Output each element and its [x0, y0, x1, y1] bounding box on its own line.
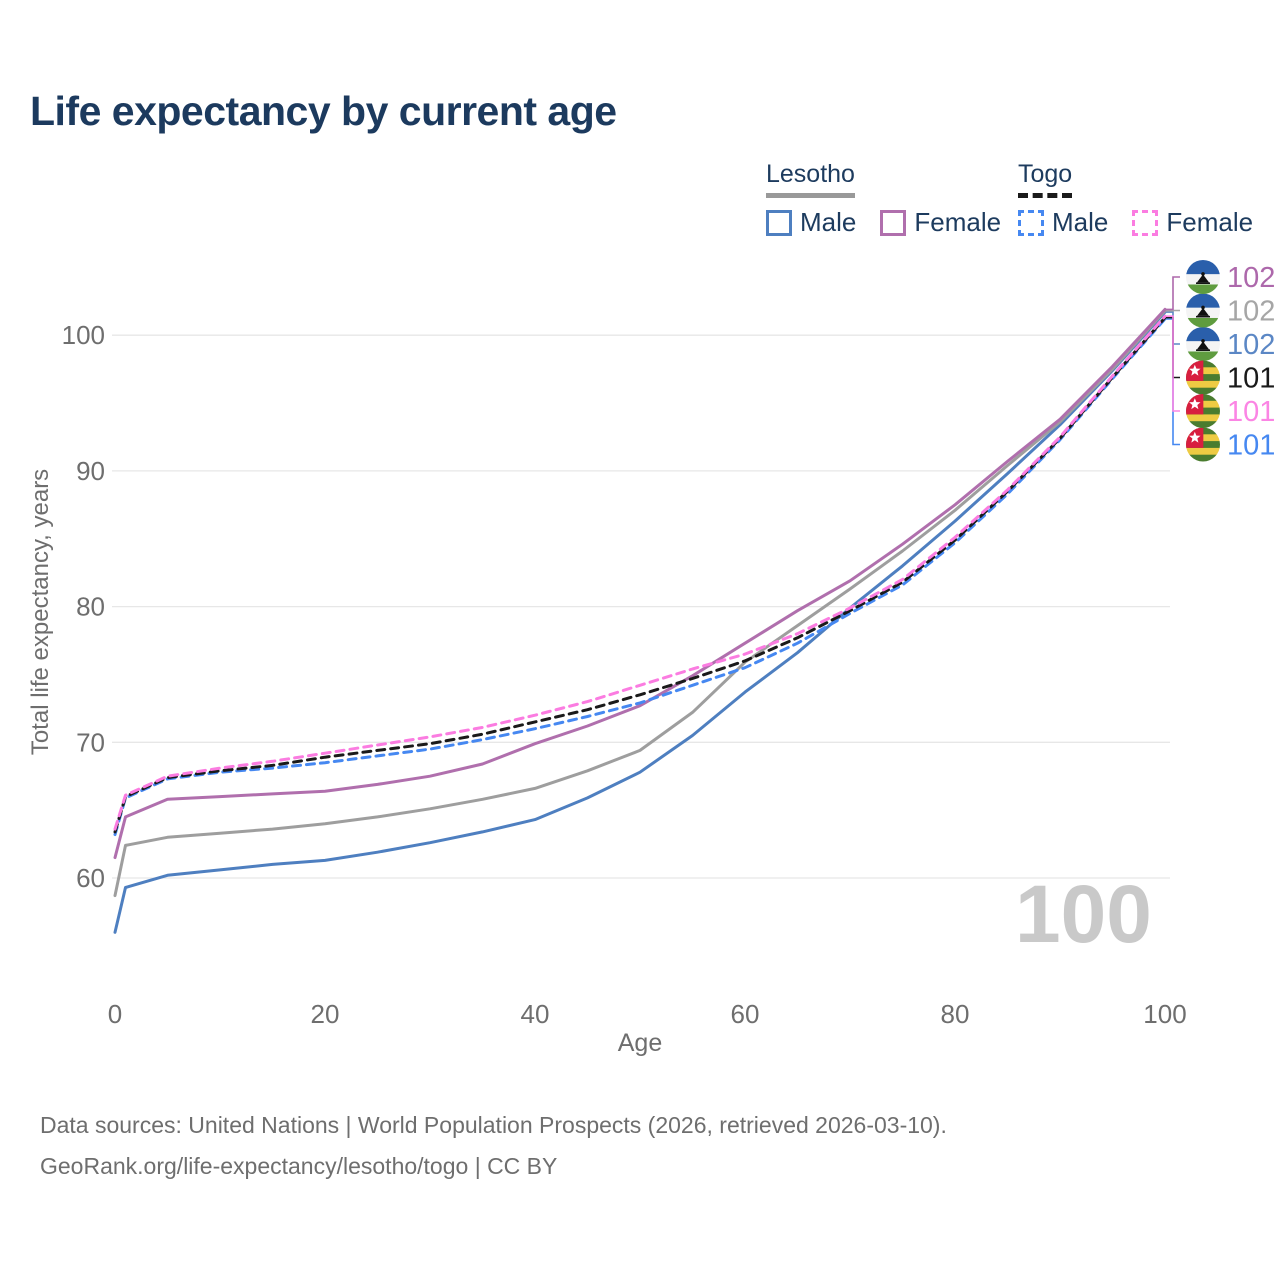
page-title: Life expectancy by current age [30, 88, 617, 134]
end-value-label-lesotho-female: 102 [1227, 262, 1275, 294]
togo-male-swatch-icon [1018, 209, 1044, 236]
legend-group-lesotho: Lesotho Male Female [766, 160, 1001, 238]
x-tick-label: 40 [521, 999, 550, 1029]
lesotho-male-swatch-icon [766, 209, 792, 236]
end-value-label-togo-both: 101 [1227, 363, 1275, 395]
y-tick-label: 70 [76, 727, 105, 757]
series-line-lesotho-female [113, 307, 1167, 860]
series-lines [113, 307, 1167, 934]
x-tick-label: 60 [731, 999, 760, 1029]
series-line-lesotho-both [113, 309, 1167, 898]
lesotho-flag-icon [1186, 327, 1220, 361]
legend-label: Female [1166, 207, 1254, 237]
y-tick-label: 60 [76, 863, 105, 893]
current-age-watermark: 100 [1015, 869, 1152, 960]
legend-group-togo: Togo Male Female [1018, 160, 1253, 238]
x-tick-label: 100 [1143, 999, 1186, 1029]
end-value-label-lesotho-male: 102 [1227, 329, 1275, 361]
end-value-label-lesotho-both: 102 [1227, 296, 1275, 328]
togo-female-swatch-icon [1132, 209, 1159, 236]
gridlines: 60 70 80 90 100 0 20 40 60 80 100 [62, 320, 1187, 1029]
legend-item-togo-female[interactable]: Female [1132, 207, 1253, 238]
series-line-togo-both [113, 316, 1167, 834]
togo-flag-icon [1186, 394, 1220, 428]
togo-flag-icon [1186, 360, 1220, 395]
legend-label: Male [1052, 207, 1109, 237]
end-value-label-togo-male: 101 [1227, 430, 1275, 462]
x-tick-label: 20 [311, 999, 340, 1029]
togo-flag-icon [1186, 427, 1220, 462]
callout-connector [1166, 315, 1180, 412]
series-line-togo-male [113, 317, 1167, 837]
end-value-label-togo-female: 101 [1227, 396, 1275, 428]
footer-data-sources: Data sources: United Nations | World Pop… [40, 1112, 947, 1138]
footer: Data sources: United Nations | World Pop… [40, 1105, 947, 1187]
lesotho-flag-icon [1186, 293, 1220, 328]
y-tick-label: 100 [62, 320, 105, 350]
callout-connector [1166, 276, 1180, 311]
legend-item-togo-male[interactable]: Male [1018, 207, 1108, 238]
legend-country-togo[interactable]: Togo [1018, 160, 1073, 198]
y-tick-label: 80 [76, 592, 105, 622]
x-tick-label: 0 [108, 999, 122, 1029]
legend-item-lesotho-female[interactable]: Female [880, 207, 1001, 238]
lesotho-female-swatch-icon [880, 209, 907, 236]
series-line-lesotho-male [113, 310, 1167, 934]
legend-item-lesotho-male[interactable]: Male [766, 207, 856, 238]
legend-label: Male [800, 207, 857, 237]
y-tick-label: 90 [76, 456, 105, 486]
y-axis-title: Total life expectancy, years [27, 469, 54, 755]
legend-label: Female [914, 207, 1002, 237]
series-line-togo-female [113, 314, 1167, 831]
footer-attribution: GeoRank.org/life-expectancy/lesotho/togo… [40, 1153, 558, 1179]
lesotho-flag-icon [1186, 260, 1220, 294]
x-axis-title: Age [618, 1029, 662, 1057]
x-tick-label: 80 [941, 999, 970, 1029]
legend-country-lesotho[interactable]: Lesotho [766, 160, 855, 198]
